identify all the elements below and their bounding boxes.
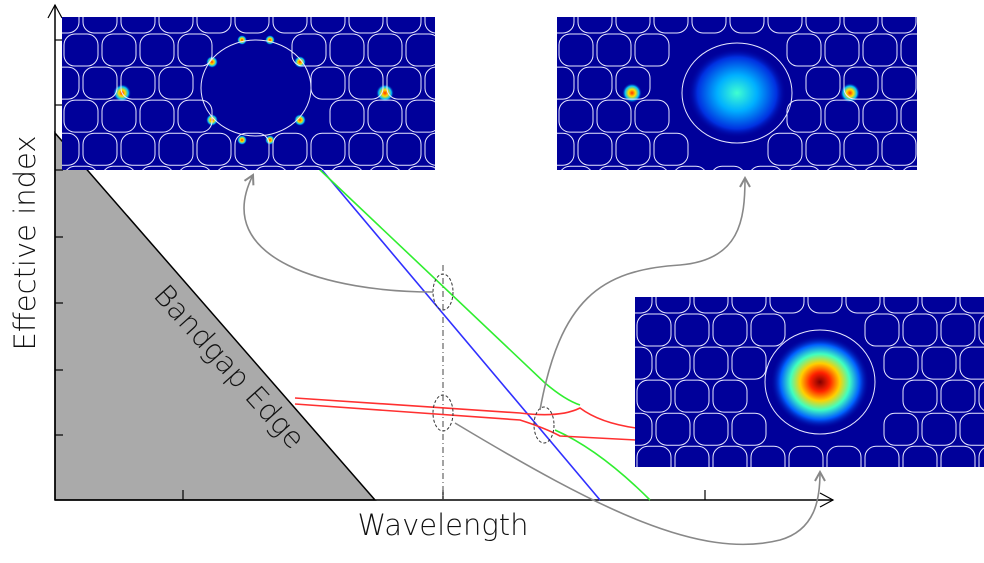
mode-curve bbox=[322, 170, 600, 500]
x-axis-label: Wavelength bbox=[357, 508, 528, 542]
mode-curve bbox=[295, 398, 636, 428]
mode-inset bbox=[502, 0, 973, 198]
mode-inset bbox=[7, 0, 478, 198]
bandgap-region bbox=[55, 133, 375, 500]
mode-inset bbox=[580, 248, 984, 511]
y-axis-label: Effective index bbox=[8, 135, 42, 350]
diagram: Bandgap Edge Wavelength Effective index bbox=[0, 0, 984, 563]
